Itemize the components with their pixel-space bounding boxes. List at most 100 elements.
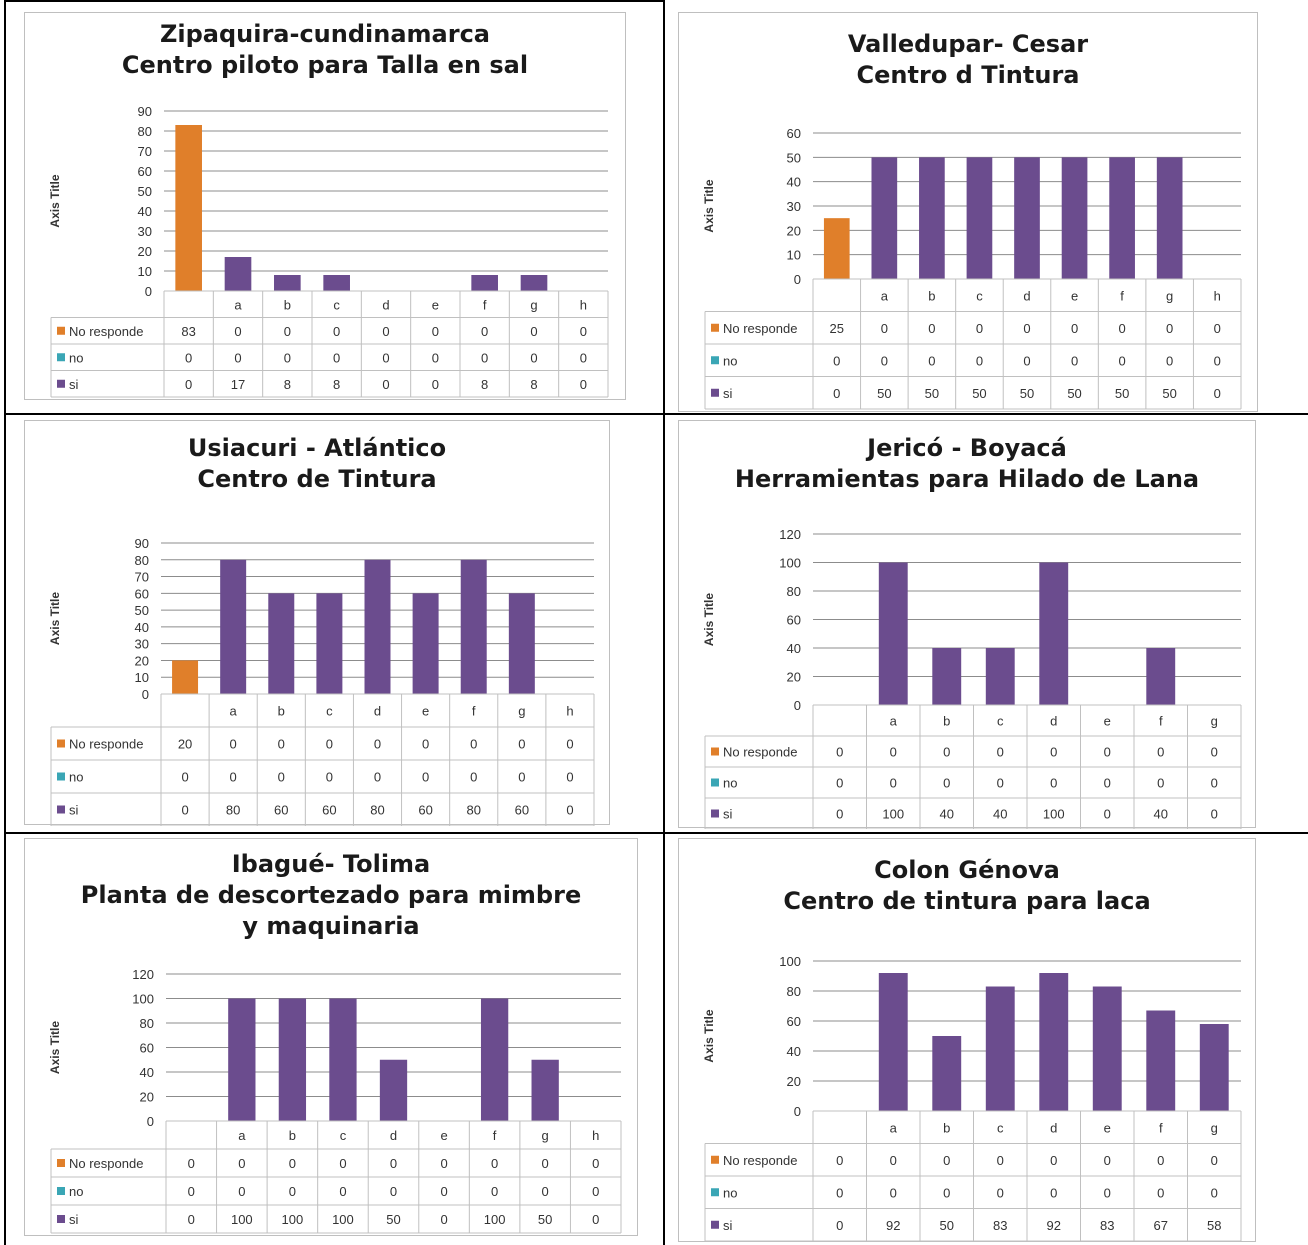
- data-table-value: 100: [1043, 807, 1065, 822]
- x-category-label: b: [278, 704, 285, 719]
- chart-title-line: Centro d Tintura: [856, 61, 1080, 90]
- chart-frame: Valledupar- Cesar Centro d Tintura 0 10 20 30…: [678, 12, 1258, 412]
- data-table-value: 0: [188, 1156, 195, 1171]
- data-table-value: 8: [284, 377, 291, 392]
- y-tick-label: 120: [132, 967, 154, 982]
- y-tick-label: 20: [787, 1074, 801, 1089]
- chart-svg: 0 20 40 60 80 100 120 Axis Title a b c d e f g No respo…: [702, 527, 1242, 829]
- y-tick-label: 30: [135, 637, 149, 652]
- data-table-value: 0: [833, 386, 840, 401]
- data-table-value: 0: [1071, 353, 1078, 368]
- data-table-value: 0: [997, 745, 1004, 760]
- data-table-value: 0: [185, 350, 192, 365]
- bar-si: [274, 275, 301, 291]
- data-table-value: 0: [181, 770, 188, 785]
- y-tick-label: 60: [787, 1014, 801, 1029]
- table-border-middle: [663, 0, 665, 1245]
- data-table-value: 0: [440, 1156, 447, 1171]
- x-category-label: c: [997, 1120, 1004, 1135]
- x-category-label: f: [1159, 714, 1163, 729]
- data-table-value: 0: [1166, 353, 1173, 368]
- x-category-label: g: [518, 704, 525, 719]
- data-table-value: 0: [1157, 745, 1164, 760]
- data-table-value: 0: [333, 324, 340, 339]
- data-table-value: 0: [1157, 776, 1164, 791]
- data-table-value: 0: [481, 350, 488, 365]
- data-table-value: 0: [1104, 1185, 1111, 1200]
- data-table-value: 0: [470, 770, 477, 785]
- data-table-value: 58: [1207, 1218, 1221, 1233]
- data-table-value: 0: [943, 745, 950, 760]
- legend-swatch: [57, 326, 65, 335]
- table-border-left: [4, 0, 6, 1245]
- data-table-value: 0: [234, 324, 241, 339]
- legend-series-name: si: [723, 386, 733, 401]
- chart-title: Valledupar- Cesar Centro d Tintura: [679, 29, 1257, 91]
- bar-si: [364, 559, 391, 694]
- data-table-value: 0: [1211, 1153, 1218, 1168]
- legend-series-name: no: [69, 350, 83, 365]
- bar-si: [1014, 157, 1040, 279]
- data-table-value: 0: [530, 324, 537, 339]
- data-table-value: 0: [1050, 1185, 1057, 1200]
- data-table-value: 0: [542, 1184, 549, 1199]
- y-tick-label: 20: [787, 223, 801, 238]
- data-table-value: 40: [993, 807, 1007, 822]
- x-category-label: c: [340, 1128, 347, 1143]
- legend-series-name: No responde: [723, 745, 797, 760]
- data-table-value: 0: [592, 1212, 599, 1227]
- bar-si: [1109, 157, 1135, 279]
- data-table-value: 0: [1214, 353, 1221, 368]
- chart-title-line: Centro de Tintura: [197, 465, 437, 494]
- data-table-value: 0: [580, 324, 587, 339]
- bar-si: [220, 559, 247, 694]
- x-category-label: f: [483, 297, 487, 312]
- bar-si: [531, 1059, 559, 1121]
- y-tick-label: 60: [140, 1041, 154, 1056]
- y-tick-label: 0: [794, 698, 801, 713]
- data-table-value: 0: [333, 350, 340, 365]
- data-table-value: 0: [1211, 776, 1218, 791]
- y-tick-label: 60: [138, 164, 152, 179]
- x-category-label: c: [976, 288, 983, 303]
- legend-swatch: [57, 1159, 65, 1167]
- legend-swatch: [57, 805, 65, 814]
- x-category-label: e: [422, 704, 429, 719]
- chart-svg: 0 20 40 60 80 100 120 Axis Title a b c d e f g h No resp…: [48, 967, 622, 1234]
- x-category-label: b: [289, 1128, 296, 1143]
- chart-title-line: Centro de tintura para laca: [783, 887, 1151, 916]
- y-tick-label: 90: [135, 536, 149, 551]
- legend-series-name: no: [69, 770, 83, 785]
- y-axis-title: Axis Title: [702, 1009, 716, 1062]
- data-table-value: 0: [833, 353, 840, 368]
- table-border-top: [4, 0, 665, 2]
- data-table-value: 0: [530, 350, 537, 365]
- y-tick-label: 20: [135, 653, 149, 668]
- y-tick-label: 0: [147, 1114, 154, 1129]
- data-table-value: 0: [470, 737, 477, 752]
- data-table-value: 0: [491, 1156, 498, 1171]
- data-table-value: 0: [566, 803, 573, 818]
- legend-swatch: [711, 1155, 719, 1164]
- y-axis-title: Axis Title: [48, 1021, 62, 1074]
- data-table-value: 0: [1157, 1153, 1164, 1168]
- chart-title-line: Usiacuri - Atlántico: [187, 434, 447, 462]
- x-category-label: d: [1050, 714, 1057, 729]
- y-tick-label: 120: [779, 527, 801, 542]
- data-table-value: 0: [238, 1184, 245, 1199]
- y-tick-label: 80: [135, 553, 149, 568]
- chart-title-line: Jericó - Boyacá: [867, 434, 1067, 462]
- data-table-value: 0: [542, 1156, 549, 1171]
- data-table-value: 60: [515, 803, 529, 818]
- data-table-value: 0: [1214, 386, 1221, 401]
- chart-frame: Zipaquira-cundinamarca Centro piloto para…: [24, 12, 626, 400]
- data-table-value: 0: [326, 737, 333, 752]
- x-category-label: a: [890, 1120, 898, 1135]
- data-table-value: 0: [881, 353, 888, 368]
- y-axis-title: Axis Title: [48, 592, 62, 645]
- data-table-value: 0: [1104, 776, 1111, 791]
- x-category-label: h: [580, 297, 587, 312]
- data-table-value: 0: [943, 776, 950, 791]
- data-table-value: 20: [178, 737, 192, 752]
